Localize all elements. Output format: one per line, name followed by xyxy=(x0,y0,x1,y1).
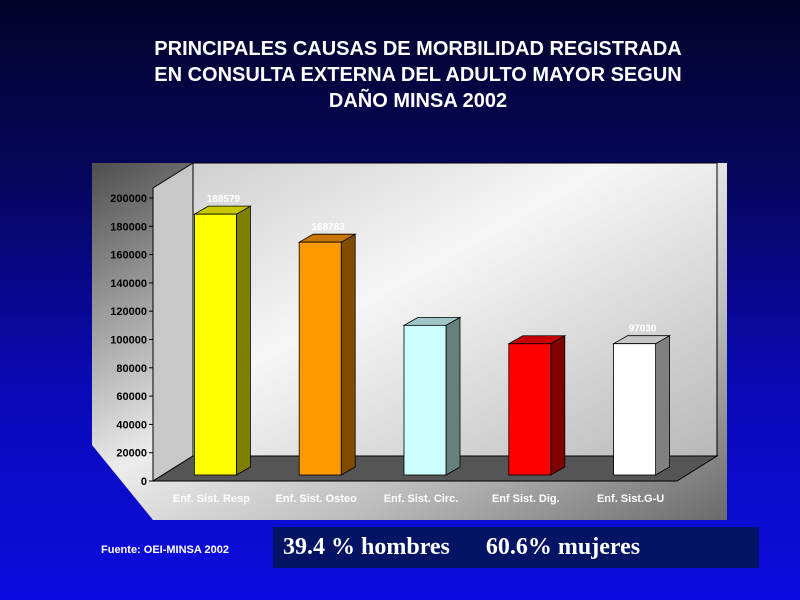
y-tick-label: 140000 xyxy=(110,278,147,290)
y-tick-label: 60000 xyxy=(116,391,147,403)
bar-side xyxy=(655,335,670,476)
chart-side-wall xyxy=(152,162,194,482)
title-line-3: DAÑO MINSA 2002 xyxy=(328,90,508,112)
y-tick-label: 20000 xyxy=(116,448,147,460)
y-tick-label: 200000 xyxy=(110,193,147,205)
slide-title: PRINCIPALES CAUSAS DE MORBILIDAD REGISTR… xyxy=(0,36,800,114)
title-line-1: PRINCIPALES CAUSAS DE MORBILIDAD REGISTR… xyxy=(154,38,682,60)
bar-side xyxy=(235,205,251,476)
x-category-label: Enf Sist. Dig. xyxy=(492,493,560,505)
bar xyxy=(403,324,447,476)
bar-side xyxy=(445,316,461,476)
bar-value-label: 188579 xyxy=(207,194,241,205)
bar-side xyxy=(550,335,566,476)
bar-side xyxy=(340,233,356,476)
x-category-label: Enf. Sist. Resp xyxy=(173,493,250,505)
title-line-2: EN CONSULTA EXTERNA DEL ADULTO MAYOR SEG… xyxy=(154,64,682,86)
source-note: Fuente: OEI-MINSA 2002 xyxy=(101,544,229,556)
y-tick-label: 160000 xyxy=(110,250,147,262)
y-tick-label: 100000 xyxy=(110,335,147,347)
gender-banner-text: 39.4 % hombres 60.6% mujeres xyxy=(283,534,641,560)
x-category-label: Enf. Sist.G-U xyxy=(597,493,664,505)
y-tick-label: 120000 xyxy=(110,306,147,318)
bar xyxy=(298,241,342,476)
bar xyxy=(508,343,552,476)
gender-banner: 39.4 % hombres 60.6% mujeres xyxy=(273,527,759,568)
bar xyxy=(613,343,656,476)
x-category-label: Enf. Sist. Osteo xyxy=(276,493,358,505)
y-tick-label: 40000 xyxy=(116,419,147,431)
y-tick-label: 0 xyxy=(141,476,147,488)
y-tick-label: 80000 xyxy=(116,363,147,375)
bar-value-label: 97030 xyxy=(629,324,657,335)
y-tick-label: 180000 xyxy=(110,221,147,233)
x-category-label: Enf. Sist. Circ. xyxy=(384,493,459,505)
bar xyxy=(193,213,237,476)
bar-value-label: 168783 xyxy=(312,222,346,233)
